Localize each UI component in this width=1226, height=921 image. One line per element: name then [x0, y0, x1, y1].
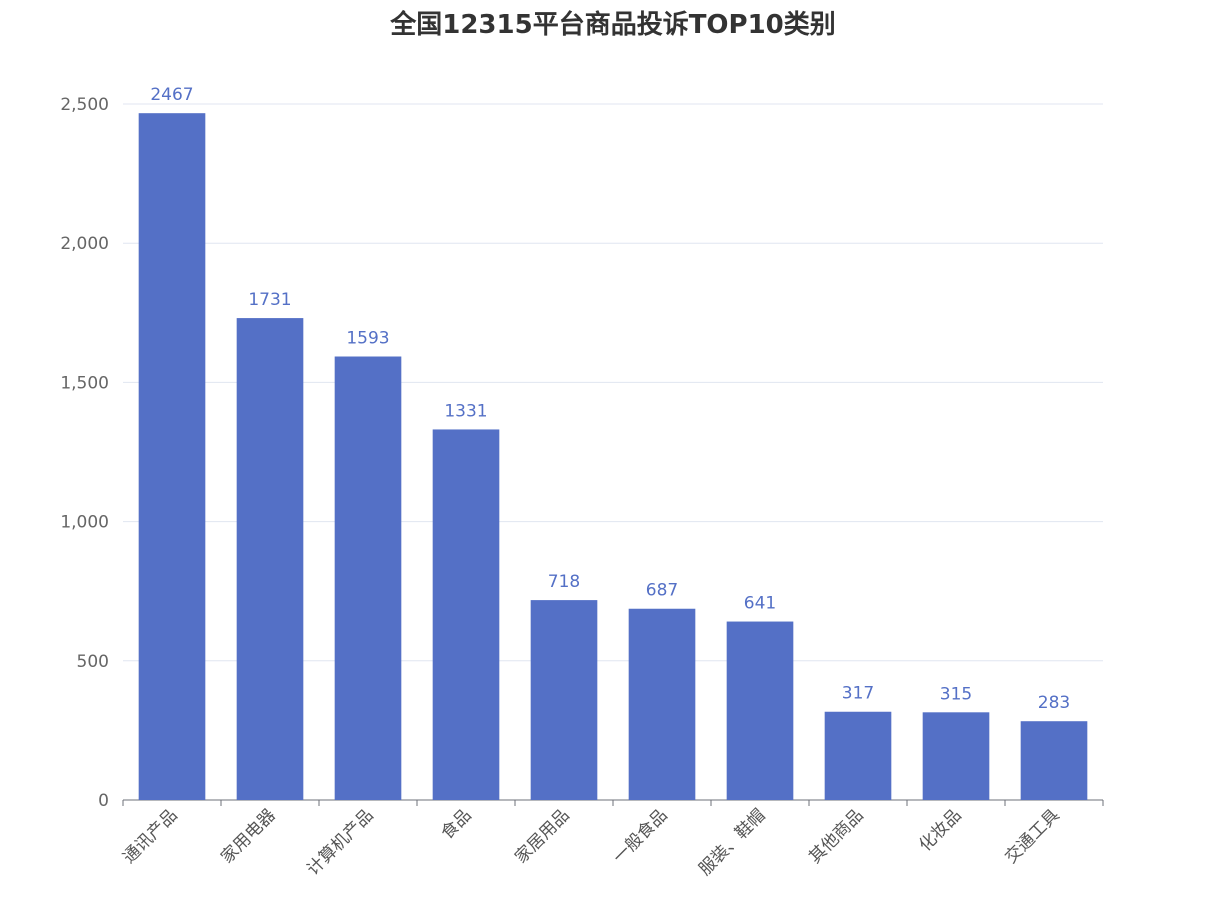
x-category-label: 服装、鞋帽 — [695, 805, 769, 879]
bar — [824, 711, 892, 800]
bar — [334, 356, 402, 800]
y-tick-label: 500 — [77, 652, 109, 672]
bar — [236, 318, 304, 800]
x-category-label: 通讯产品 — [119, 805, 181, 867]
bar-value-label: 1593 — [346, 329, 389, 349]
y-tick-label: 1,500 — [60, 373, 109, 393]
x-category-label: 交通工具 — [1001, 805, 1063, 867]
x-category-label: 计算机产品 — [303, 805, 377, 879]
y-tick-label: 0 — [98, 791, 109, 811]
x-category-label: 一般食品 — [609, 805, 671, 867]
bar — [922, 712, 990, 800]
y-tick-label: 2,000 — [60, 234, 109, 254]
y-tick-label: 1,000 — [60, 513, 109, 533]
x-category-label: 化妆品 — [915, 805, 965, 855]
bar-value-label: 317 — [842, 684, 874, 704]
bar — [530, 600, 598, 800]
x-category-label: 食品 — [437, 805, 475, 843]
x-category-label: 其他商品 — [805, 805, 867, 867]
y-tick-label: 2,500 — [60, 95, 109, 115]
bar-value-label: 718 — [548, 572, 580, 592]
chart-title: 全国12315平台商品投诉TOP10类别 — [390, 10, 836, 40]
bar — [1020, 721, 1088, 800]
bar — [432, 429, 500, 800]
x-category-label: 家居用品 — [511, 805, 573, 867]
bar — [628, 608, 696, 800]
x-category-label: 家用电器 — [217, 805, 279, 867]
bar-value-label: 283 — [1038, 693, 1070, 713]
bar-value-label: 687 — [646, 581, 678, 601]
bar-value-label: 1331 — [444, 401, 487, 421]
bar-value-label: 2467 — [150, 85, 193, 105]
bar-value-label: 315 — [940, 684, 972, 704]
bar — [138, 113, 206, 801]
bar — [726, 621, 794, 800]
bar-value-label: 1731 — [248, 290, 291, 310]
bar-value-label: 641 — [744, 594, 776, 614]
